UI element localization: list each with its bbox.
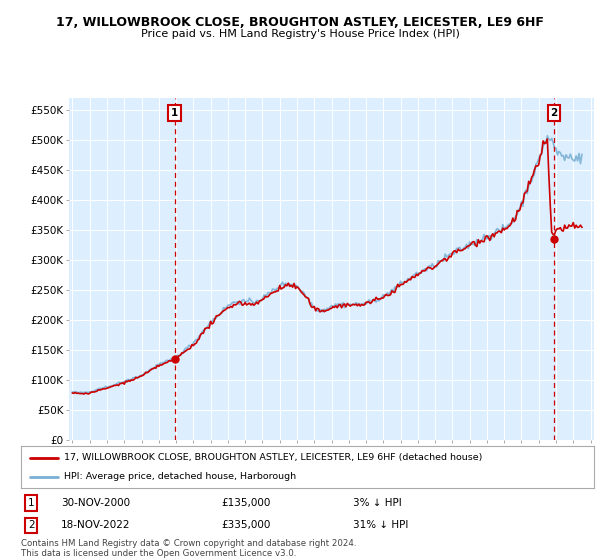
Text: 2: 2	[28, 520, 35, 530]
Text: 31% ↓ HPI: 31% ↓ HPI	[353, 520, 409, 530]
Text: HPI: Average price, detached house, Harborough: HPI: Average price, detached house, Harb…	[64, 473, 296, 482]
Text: 17, WILLOWBROOK CLOSE, BROUGHTON ASTLEY, LEICESTER, LE9 6HF: 17, WILLOWBROOK CLOSE, BROUGHTON ASTLEY,…	[56, 16, 544, 29]
Text: 1: 1	[171, 108, 178, 118]
Text: 17, WILLOWBROOK CLOSE, BROUGHTON ASTLEY, LEICESTER, LE9 6HF (detached house): 17, WILLOWBROOK CLOSE, BROUGHTON ASTLEY,…	[64, 453, 482, 462]
Text: 1: 1	[28, 498, 35, 508]
Text: 30-NOV-2000: 30-NOV-2000	[61, 498, 130, 508]
Text: £135,000: £135,000	[221, 498, 271, 508]
Text: 18-NOV-2022: 18-NOV-2022	[61, 520, 131, 530]
Text: 2: 2	[550, 108, 557, 118]
Text: Price paid vs. HM Land Registry's House Price Index (HPI): Price paid vs. HM Land Registry's House …	[140, 29, 460, 39]
Text: 3% ↓ HPI: 3% ↓ HPI	[353, 498, 402, 508]
Text: Contains HM Land Registry data © Crown copyright and database right 2024.
This d: Contains HM Land Registry data © Crown c…	[21, 539, 356, 558]
Text: £335,000: £335,000	[221, 520, 271, 530]
